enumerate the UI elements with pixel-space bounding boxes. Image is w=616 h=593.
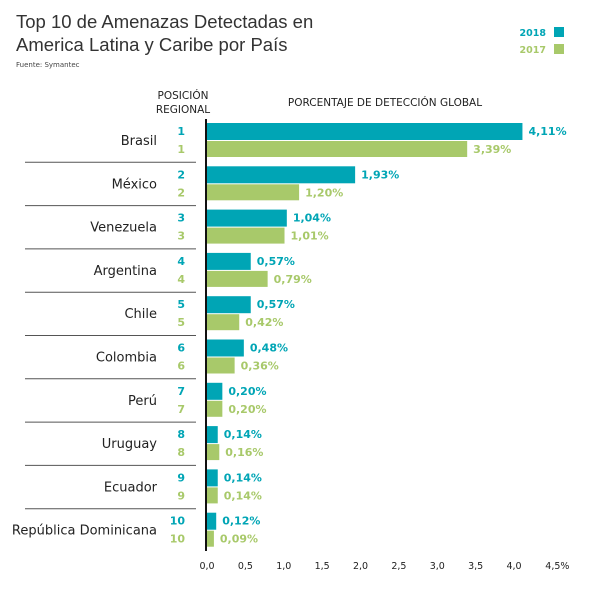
rank-label: 6: [177, 342, 185, 355]
bar-2017: [207, 530, 214, 547]
x-tick-label: 2,5: [391, 561, 406, 572]
rank-label: 3: [177, 212, 185, 225]
rank-label: 10: [170, 533, 186, 546]
bar-2018: [207, 296, 251, 314]
legend-swatch: [554, 44, 564, 54]
bar-2018: [207, 339, 244, 357]
bar-2018: [207, 426, 218, 444]
bar-2017: [207, 357, 235, 374]
rank-label: 10: [170, 515, 186, 528]
data-label: 0,79%: [274, 273, 312, 286]
rank-label: 2: [177, 186, 185, 199]
data-label: 1,04%: [293, 212, 331, 225]
data-label: 1,01%: [291, 230, 329, 243]
category-label: Uruguay: [102, 437, 158, 452]
bar-2017: [207, 400, 223, 417]
rank-label: 7: [177, 385, 185, 398]
category-label: México: [112, 177, 157, 192]
data-label: 0,48%: [250, 342, 288, 355]
data-label: 0,16%: [225, 446, 263, 459]
legend-label: 2018: [519, 28, 546, 39]
bar-2018: [207, 382, 223, 400]
y-axis-label: POSICIÓN REGIONAL: [155, 90, 211, 116]
bar-2018: [207, 123, 523, 140]
x-tick-label: 1,0: [276, 561, 291, 572]
rank-label: 7: [177, 403, 185, 416]
rank-label: 4: [177, 273, 185, 286]
rank-label: 3: [177, 230, 185, 243]
rank-label: 9: [177, 489, 185, 502]
chart-title: Top 10 de Amenazas Detectadas en America …: [16, 10, 313, 56]
x-tick-label: 0,5: [238, 561, 253, 572]
legend-2018: 2018: [520, 27, 564, 39]
bar-2018: [207, 512, 217, 530]
data-label: 0,42%: [245, 316, 283, 329]
bar-2017: [207, 184, 300, 201]
data-label: 3,39%: [473, 143, 511, 156]
x-tick-label: 1,5: [315, 561, 330, 572]
data-label: 0,57%: [257, 298, 295, 311]
data-label: 0,09%: [220, 533, 258, 546]
data-label: 0,14%: [224, 489, 262, 502]
category-label: Chile: [124, 307, 157, 322]
category-label: Brasil: [121, 134, 157, 149]
rank-label: 1: [177, 125, 185, 138]
rank-label: 8: [177, 446, 185, 459]
data-label: 0,20%: [228, 385, 266, 398]
rank-label: 5: [177, 298, 185, 311]
category-label: República Dominicana: [12, 524, 157, 539]
legend-label: 2017: [519, 45, 546, 56]
data-label: 0,12%: [222, 515, 260, 528]
legend-swatch: [554, 27, 564, 37]
rank-label: 6: [177, 360, 185, 373]
bar-2018: [207, 252, 251, 270]
bar-2018: [207, 166, 356, 184]
data-label: 1,93%: [361, 168, 399, 181]
x-tick-label: 4,0: [506, 561, 521, 572]
x-axis-label: PORCENTAJE DE DETECCIÓN GLOBAL: [287, 97, 483, 109]
category-label: Perú: [128, 394, 157, 409]
bar-2017: [207, 270, 268, 287]
bar-2017: [207, 141, 468, 157]
rank-label: 4: [177, 255, 185, 268]
rank-label: 2: [177, 168, 185, 181]
data-label: 0,14%: [224, 471, 262, 484]
category-label: Argentina: [94, 264, 157, 279]
category-label: Ecuador: [104, 480, 158, 495]
bar-2017: [207, 444, 220, 461]
bar-2018: [207, 209, 287, 227]
bar-2018: [207, 469, 218, 487]
x-tick-label: 2,0: [353, 561, 368, 572]
data-label: 1,20%: [305, 186, 343, 199]
rank-label: 1: [177, 143, 185, 156]
data-label: 0,57%: [257, 255, 295, 268]
title-line-2: America Latina y Caribe por País: [16, 34, 288, 55]
data-label: 0,36%: [241, 360, 279, 373]
x-tick-label: 4,5%: [545, 561, 569, 572]
rank-label: 5: [177, 316, 185, 329]
category-label: Venezuela: [90, 221, 157, 236]
category-label: Colombia: [96, 351, 157, 366]
x-tick-label: 3,0: [430, 561, 445, 572]
x-tick-label: 3,5: [468, 561, 483, 572]
data-label: 4,11%: [528, 125, 566, 138]
rank-label: 8: [177, 428, 185, 441]
bar-2017: [207, 314, 240, 331]
x-tick-label: 0,0: [199, 561, 214, 572]
source: Fuente: Symantec: [16, 61, 80, 69]
data-label: 0,14%: [224, 428, 262, 441]
bar-2017: [207, 487, 218, 504]
legend-2017: 2017: [520, 44, 564, 56]
rank-label: 9: [177, 471, 185, 484]
title-line-1: Top 10 de Amenazas Detectadas en: [16, 11, 314, 32]
data-label: 0,20%: [228, 403, 266, 416]
bar-2017: [207, 227, 285, 244]
